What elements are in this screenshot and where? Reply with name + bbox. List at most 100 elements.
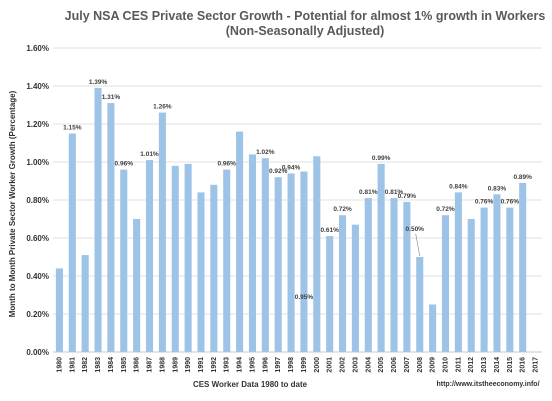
bar-2005 (377, 163, 385, 352)
data-label-1996: 1.02% (256, 149, 275, 156)
bar-1997 (274, 177, 282, 352)
x-tick-label: 1983 (95, 357, 102, 373)
x-tick-label: 2007 (404, 357, 411, 373)
bar-2011 (454, 192, 462, 352)
bar-2010 (441, 215, 450, 352)
data-label-1985: 0.96% (115, 161, 134, 168)
bar-2013 (480, 207, 488, 352)
data-label-1988: 1.26% (153, 104, 172, 111)
data-label-1984: 1.31% (102, 94, 121, 101)
bar-1996 (261, 158, 269, 352)
x-tick-label: 1981 (69, 357, 76, 373)
bar-1984 (107, 103, 115, 352)
y-tick-label: 1.60% (26, 44, 49, 53)
bar-1992 (210, 184, 218, 352)
y-axis-title: Month to Month Private Sector Worker Gro… (8, 90, 17, 317)
bar-1994 (236, 131, 244, 352)
x-tick-label: 2012 (468, 357, 475, 373)
data-label-2005: 0.99% (372, 155, 391, 162)
data-label-1983: 1.39% (89, 79, 108, 86)
bar-1993 (223, 169, 231, 352)
x-tick-label: 1992 (211, 357, 218, 373)
bar-1986 (133, 219, 141, 352)
y-tick-label: 0.20% (26, 310, 49, 319)
x-tick-label: 1994 (237, 357, 244, 373)
bar-2004 (364, 198, 372, 352)
x-tick-label: 2003 (352, 357, 359, 373)
x-tick-label: 1998 (288, 357, 295, 373)
x-tick-label: 2011 (455, 357, 462, 372)
data-label-2010: 0.72% (436, 206, 455, 213)
data-label-2007: 0.79% (398, 193, 417, 200)
bar-2014 (493, 194, 501, 352)
y-axis-ticks: 0.00% 0.20% 0.40% 0.60% 0.80% 1.00% 1.20% 1.40%… (26, 44, 49, 357)
bar-1983 (94, 87, 102, 353)
data-label-1993: 0.96% (218, 161, 237, 168)
bar-2002 (339, 215, 347, 352)
bar-2008 (416, 257, 424, 352)
x-tick-label: 1982 (82, 357, 89, 373)
bar-2000 (313, 156, 321, 352)
data-label-2015: 0.76% (501, 199, 520, 206)
x-tick-label: 2004 (365, 357, 372, 373)
x-tick-label: 1999 (301, 357, 308, 373)
y-tick-label: 0.60% (26, 234, 49, 243)
bar-2009 (429, 304, 437, 352)
bar-1987 (145, 160, 154, 352)
x-tick-label: 2010 (442, 357, 449, 373)
x-tick-label: 1995 (249, 357, 256, 373)
y-tick-label: 0.80% (26, 196, 49, 205)
data-label-2001: 0.61% (320, 227, 339, 234)
chart-subtitle: (Non-Seasonally Adjusted) (226, 24, 385, 38)
x-tick-label: 2005 (378, 357, 385, 373)
bar-1982 (81, 255, 89, 352)
x-tick-label: 2013 (481, 357, 488, 373)
x-tick-label: 2009 (430, 357, 437, 373)
data-label-2014: 0.83% (488, 185, 507, 192)
x-tick-label: 2000 (314, 357, 321, 373)
data-label-2002: 0.72% (333, 206, 352, 213)
data-label-1981: 1.15% (63, 125, 82, 132)
bar-1991 (197, 192, 205, 352)
bar-1981 (68, 133, 76, 352)
x-tick-label: 1986 (134, 357, 141, 373)
chart-title: July NSA CES Private Sector Growth - Pot… (65, 9, 546, 23)
x-tick-label: 1984 (108, 357, 115, 373)
x-tick-label: 1997 (275, 357, 282, 373)
bar-1980 (55, 268, 63, 352)
bar-1990 (184, 163, 192, 352)
bar-1998 (287, 173, 295, 352)
x-tick-label: 1980 (56, 357, 63, 373)
data-label-2006: 0.81% (385, 189, 404, 196)
data-label-2011: 0.84% (449, 183, 468, 190)
y-tick-label: 1.20% (26, 120, 49, 129)
y-tick-label: 1.00% (26, 158, 49, 167)
data-label-2008: 0.50% (406, 226, 425, 233)
data-label-2004: 0.81% (359, 189, 378, 196)
x-tick-label: 2017 (533, 357, 540, 373)
data-labels: 1.15% 1.39% 1.31% 0.96% 1.01% 1.26% 0.96% 1.02%… (63, 79, 532, 301)
x-tick-label: 1990 (185, 357, 192, 373)
data-label-1998: 0.94% (282, 164, 301, 171)
x-tick-label: 1993 (224, 357, 231, 373)
source-credit: http://www.itstheeconomy.info/ (436, 381, 539, 388)
data-label-1999: 0.95% (295, 294, 314, 301)
bars (55, 87, 527, 353)
bar-2006 (390, 198, 398, 352)
bar-2003 (351, 224, 359, 352)
data-label-2013: 0.76% (475, 199, 494, 206)
x-axis-ticks: 1980 1981 1982 1983 1984 1985 1986 1987 1988 1989… (56, 357, 539, 373)
bar-2015 (506, 207, 514, 352)
x-tick-label: 2016 (520, 357, 527, 373)
x-tick-label: 2015 (507, 357, 514, 373)
y-tick-label: 1.40% (26, 82, 49, 91)
x-tick-label: 2014 (494, 357, 501, 373)
bar-1988 (158, 112, 166, 352)
y-tick-label: 0.40% (26, 272, 49, 281)
x-tick-label: 1985 (121, 357, 128, 373)
x-tick-label: 1991 (198, 357, 205, 373)
bar-1995 (248, 154, 256, 352)
x-tick-label: 1989 (172, 357, 179, 373)
